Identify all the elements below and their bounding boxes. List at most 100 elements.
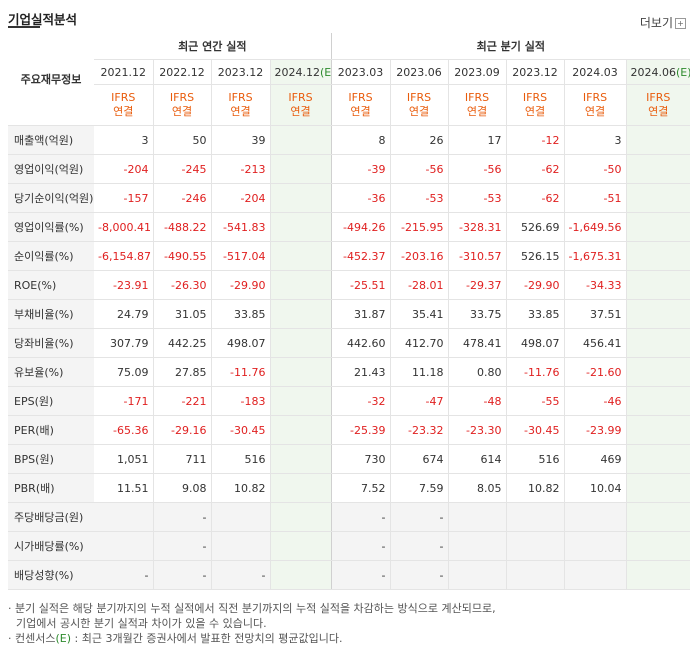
value-cell: - [94, 560, 153, 590]
group-quarter-header: 최근 분기 실적 [330, 33, 691, 60]
basis-standard: IFRS [646, 91, 671, 104]
value-cell: -452.37 [330, 241, 391, 271]
basis-standard: IFRS [111, 91, 136, 104]
value-cell: 1,051 [94, 444, 153, 474]
value-cell: - [152, 531, 211, 561]
period-header: 2023.06 [389, 59, 449, 85]
value-cell [269, 502, 332, 532]
value-cell: -48 [447, 386, 507, 416]
value-cell: -8,000.41 [94, 212, 153, 242]
row-label: BPS(원) [8, 444, 94, 474]
value-cell: 24.79 [94, 299, 153, 329]
row-label: EPS(원) [8, 386, 94, 416]
period-label: 2023.03 [337, 65, 384, 79]
period-label: 2023.12 [217, 65, 264, 79]
value-cell: 33.75 [447, 299, 507, 329]
value-cell: 33.85 [505, 299, 565, 329]
value-cell [625, 444, 691, 474]
value-cell: -494.26 [330, 212, 391, 242]
plus-box-icon: + [675, 18, 686, 29]
period-label: 2021.12 [100, 65, 147, 79]
row-label: 순이익률(%) [8, 241, 94, 271]
value-cell: -53 [389, 183, 449, 213]
value-cell: -55 [505, 386, 565, 416]
value-cell: 456.41 [563, 328, 627, 358]
period-header: 2023.12 [210, 59, 270, 85]
value-cell: 26 [389, 125, 449, 155]
row-label: 유보율(%) [8, 357, 94, 387]
basis-consolidated: 연결 [230, 105, 251, 118]
basis-cell: IFRS 연결 [94, 84, 153, 126]
value-cell [625, 154, 691, 184]
table-row: 영업이익(억원) -204 -245 -213 -39 -56 -56 -62 -50 [8, 154, 691, 184]
value-cell: -1,649.56 [563, 212, 627, 242]
value-cell: -6,154.87 [94, 241, 153, 271]
row-label: 당기순이익(억원) [8, 183, 94, 213]
basis-standard: IFRS [348, 91, 373, 104]
table-row: 영업이익률(%) -8,000.41 -488.22 -541.83 -494.26 -2… [8, 212, 691, 242]
value-cell: 730 [330, 444, 391, 474]
value-cell [269, 241, 332, 271]
value-cell: 31.87 [330, 299, 391, 329]
value-cell: - [389, 560, 449, 590]
value-cell [625, 299, 691, 329]
more-link[interactable]: 더보기 + [640, 14, 686, 31]
row-label: 부채비율(%) [8, 299, 94, 329]
value-cell: - [330, 531, 391, 561]
value-cell [269, 473, 332, 503]
value-cell: -46 [563, 386, 627, 416]
basis-cell: IFRS 연결 [625, 84, 691, 126]
footnotes: · 분기 실적은 해당 분기까지의 누적 실적에서 직전 분기까지의 누적 실적… [8, 601, 496, 646]
value-cell [269, 125, 332, 155]
value-cell: -23.32 [389, 415, 449, 445]
more-label: 더보기 [639, 16, 673, 30]
value-cell [563, 531, 627, 561]
value-cell: 35.41 [389, 299, 449, 329]
value-cell: -62 [505, 154, 565, 184]
value-cell: -36 [330, 183, 391, 213]
value-cell: 9.08 [152, 473, 211, 503]
value-cell [625, 183, 691, 213]
value-cell: 37.51 [563, 299, 627, 329]
value-cell: 478.41 [447, 328, 507, 358]
row-label: 매출액(억원) [8, 125, 94, 155]
value-cell: -29.37 [447, 270, 507, 300]
basis-standard: IFRS [582, 91, 608, 104]
value-cell: -328.31 [447, 212, 507, 242]
value-cell [625, 560, 691, 590]
value-cell: 498.07 [210, 328, 270, 358]
value-cell [269, 386, 332, 416]
value-cell [625, 328, 691, 358]
basis-cell: IFRS 연결 [447, 84, 507, 126]
row-label: 영업이익(억원) [8, 154, 94, 184]
note-line-1: · 분기 실적은 해당 분기까지의 누적 실적에서 직전 분기까지의 누적 실적… [8, 602, 496, 615]
value-cell [447, 531, 507, 561]
period-label: 2024.12 [274, 65, 321, 79]
value-cell: 498.07 [505, 328, 565, 358]
estimate-marker: (E) [676, 65, 691, 79]
value-cell: 3 [94, 125, 153, 155]
note-estimate-marker: (E) [55, 632, 72, 645]
period-label: 2023.09 [454, 65, 500, 79]
value-cell: -246 [152, 183, 211, 213]
note-line-3: · 컨센서스(E) : 최근 3개월간 증권사에서 발표한 전망치의 평균값입니… [8, 631, 496, 646]
table-row: 시가배당률(%) - - - [8, 531, 691, 561]
value-cell: -21.60 [563, 357, 627, 387]
value-cell: 31.05 [152, 299, 211, 329]
period-label: 2023.06 [396, 65, 442, 79]
value-cell [269, 357, 332, 387]
value-cell: 11.51 [94, 473, 153, 503]
value-cell [269, 444, 332, 474]
value-cell: -11.76 [505, 357, 565, 387]
basis-standard: IFRS [522, 91, 548, 104]
table-row: 부채비율(%) 24.79 31.05 33.85 31.87 35.41 33.75 33.… [8, 299, 691, 329]
value-cell [625, 531, 691, 561]
value-cell: - [152, 502, 211, 532]
value-cell: 11.18 [389, 357, 449, 387]
value-cell: -204 [210, 183, 270, 213]
basis-standard: IFRS [228, 91, 253, 104]
value-cell: -34.33 [563, 270, 627, 300]
value-cell: - [330, 560, 391, 590]
value-cell: -310.57 [447, 241, 507, 271]
basis-consolidated: 연결 [408, 105, 430, 118]
